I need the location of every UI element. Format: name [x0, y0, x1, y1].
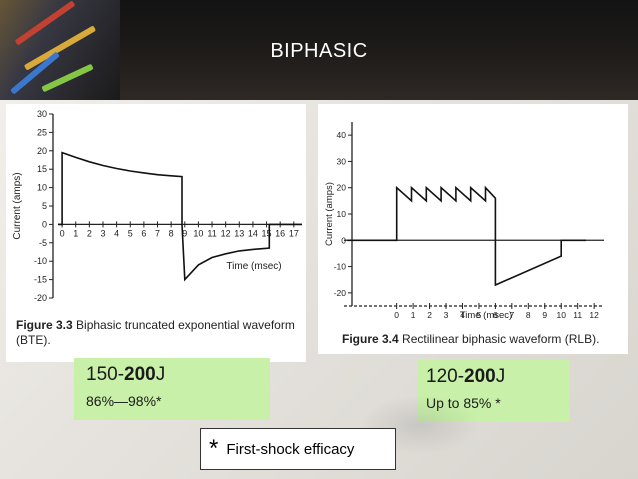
x-tick-label: 5 — [477, 310, 482, 320]
y-tick-label: 25 — [37, 127, 47, 137]
x-tick-label: 3 — [444, 310, 449, 320]
x-tick-label: 0 — [60, 228, 65, 238]
left-energy-unit: J — [155, 364, 166, 385]
waveform-series-line — [347, 185, 586, 287]
x-tick-label: 6 — [493, 310, 498, 320]
y-tick-label: 10 — [37, 183, 47, 193]
right-caption-text: Rectilinear biphasic waveform (RLB). — [402, 332, 600, 346]
x-tick-label: 2 — [427, 310, 432, 320]
slide-title: BIPHASIC — [270, 40, 368, 62]
y-tick-label: -10 — [34, 256, 47, 266]
x-tick-label: 11 — [573, 310, 582, 320]
x-tick-label: 1 — [73, 228, 78, 238]
left-figure-panel: 30 25 20 15 10 5 0 -5 -10 -15 -20 0 1 2 3 4 5 6 7 8 9 10 11 12 1… — [6, 104, 306, 362]
y-tick-label: -20 — [34, 293, 47, 303]
left-energy-text: 150-200J — [86, 364, 270, 386]
y-tick-label: -10 — [334, 262, 347, 272]
x-tick-label: 17 — [289, 228, 299, 238]
x-tick-label: 5 — [128, 228, 133, 238]
y-tick-label: 0 — [42, 219, 47, 229]
x-tick-label: 14 — [248, 228, 258, 238]
y-tick-label: 20 — [37, 146, 47, 156]
footnote-box: * First-shock efficacy — [200, 428, 396, 470]
x-tick-label: 7 — [155, 228, 160, 238]
waveform-series-line — [58, 151, 302, 282]
y-tick-label: -15 — [34, 275, 47, 285]
left-caption-text-2: (BTE). — [16, 333, 51, 347]
left-figure-caption: Figure 3.3 Biphasic truncated exponentia… — [16, 318, 306, 348]
x-tick-label: 12 — [589, 310, 599, 320]
y-tick-label: 0 — [341, 235, 346, 245]
left-figure-label: Figure 3.3 — [16, 318, 73, 332]
x-tick-label: 0 — [394, 310, 399, 320]
left-energy-box: 150-200J 86%—98%* — [74, 358, 270, 420]
y-tick-label: 40 — [337, 130, 347, 140]
x-tick-label: 7 — [509, 310, 514, 320]
left-energy-bold: 200 — [124, 364, 156, 385]
right-figure-panel: 40 30 20 10 0 -10 -20 0 1 2 3 4 5 6 7 8 9 10 11 12 Current (… — [318, 104, 628, 354]
right-efficacy: Up to 85% * — [426, 395, 501, 411]
x-tick-label: 4 — [460, 310, 465, 320]
y-tick-label: 10 — [337, 209, 347, 219]
x-tick-label: 10 — [193, 228, 203, 238]
x-tick-label: 13 — [234, 228, 244, 238]
y-tick-label: 20 — [337, 183, 347, 193]
right-energy-box: 120-200J Up to 85% * — [418, 360, 570, 422]
header-decoration-image — [0, 0, 120, 100]
x-tick-label: 10 — [556, 310, 566, 320]
right-energy-unit: J — [495, 366, 506, 387]
x-tick-label: 6 — [141, 228, 146, 238]
x-axis-title: Time (msec) — [460, 310, 512, 321]
x-tick-label: 8 — [169, 228, 174, 238]
right-figure-caption: Figure 3.4 Rectilinear biphasic waveform… — [342, 332, 622, 347]
x-axis-title: Time (msec) — [226, 261, 281, 272]
slide-header: BIPHASIC — [0, 0, 638, 100]
y-tick-label: 30 — [37, 109, 47, 119]
right-figure-label: Figure 3.4 — [342, 332, 399, 346]
right-energy-bold: 200 — [464, 366, 496, 387]
left-caption-text: Biphasic truncated exponential waveform — [76, 318, 295, 332]
x-tick-label: 15 — [262, 228, 272, 238]
left-efficacy: 86%—98%* — [86, 393, 162, 409]
x-tick-label: 2 — [87, 228, 92, 238]
x-tick-label: 1 — [411, 310, 416, 320]
left-energy-prefix: 150- — [86, 364, 125, 385]
x-tick-label: 12 — [221, 228, 231, 238]
right-energy-text: 120-200J — [426, 366, 570, 388]
x-tick-label: 4 — [114, 228, 119, 238]
x-tick-label: 9 — [542, 310, 547, 320]
right-energy-prefix: 120- — [426, 366, 465, 387]
x-tick-label: 8 — [526, 310, 531, 320]
footnote-asterisk: * — [209, 435, 219, 462]
y-axis-title: Current (amps) — [324, 182, 335, 246]
x-tick-label: 11 — [207, 228, 216, 238]
x-tick-label: 9 — [182, 228, 187, 238]
y-tick-label: 5 — [42, 201, 47, 211]
x-tick-label: 3 — [100, 228, 105, 238]
y-tick-label: -20 — [334, 288, 347, 298]
y-tick-label: -5 — [39, 238, 47, 248]
y-axis-title: Current (amps) — [12, 172, 23, 239]
y-tick-label: 15 — [37, 164, 47, 174]
footnote-text: First-shock efficacy — [226, 440, 355, 458]
x-tick-label: 16 — [275, 228, 285, 238]
y-tick-label: 30 — [337, 156, 347, 166]
